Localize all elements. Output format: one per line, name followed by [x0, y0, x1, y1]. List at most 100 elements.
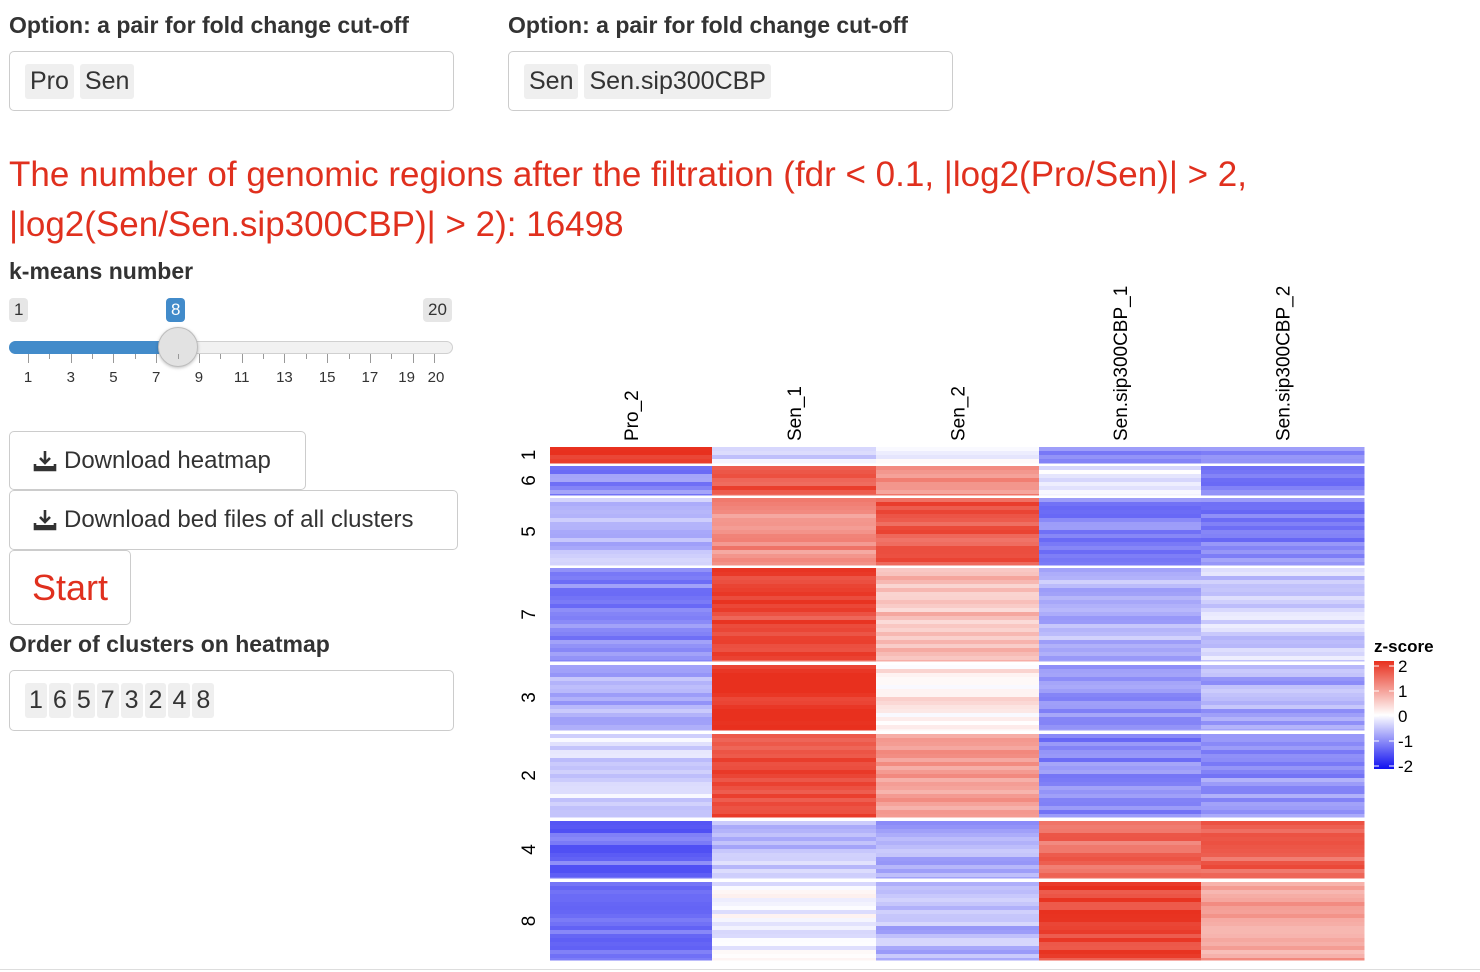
- chip-sen-sip300cbp[interactable]: Sen.sip300CBP: [584, 63, 771, 99]
- heatmap-cell: [550, 486, 713, 491]
- heatmap-cell: [1201, 689, 1365, 694]
- heatmap-cell: [1039, 794, 1202, 799]
- download-heatmap-button[interactable]: Download heatmap: [9, 431, 306, 490]
- heatmap-cell: [550, 644, 713, 649]
- heatmap-cell: [1201, 490, 1365, 495]
- download-bed-button[interactable]: Download bed files of all clusters: [9, 490, 458, 550]
- heatmap-cell: [1039, 580, 1202, 585]
- heatmap-cell: [876, 709, 1040, 714]
- heatmap-cell: [712, 894, 877, 899]
- heatmap-cell: [1201, 538, 1365, 543]
- heatmap-cell: [550, 652, 713, 657]
- heatmap-cell: [1039, 877, 1202, 879]
- heatmap-cell: [1039, 814, 1202, 818]
- heatmap-cell: [712, 958, 877, 961]
- heatmap-cell: [550, 550, 713, 555]
- heatmap-cell: [1039, 729, 1202, 731]
- download-bed-label: Download bed files of all clusters: [64, 506, 414, 533]
- heatmap-cell: [550, 806, 713, 811]
- heatmap-cell: [1039, 447, 1202, 452]
- slider-tick-label: 7: [152, 369, 161, 386]
- heatmap-cell: [1039, 522, 1202, 527]
- heatmap-cell: [550, 766, 713, 771]
- heatmap-cell: [876, 600, 1040, 605]
- heatmap-cell: [1039, 562, 1202, 566]
- heatmap-cell: [550, 689, 713, 694]
- heatmap-cell: [1039, 762, 1202, 767]
- heatmap-cell: [712, 447, 877, 452]
- order-chip[interactable]: 6: [48, 683, 71, 718]
- heatmap-cell: [1039, 934, 1202, 939]
- chip-sen[interactable]: Sen: [524, 63, 579, 99]
- heatmap-cell: [550, 604, 713, 609]
- heatmap-cell: [550, 721, 713, 726]
- heatmap-cell: [1039, 806, 1202, 811]
- heatmap-cell: [712, 954, 877, 959]
- download-heatmap-label: Download heatmap: [64, 446, 271, 474]
- heatmap-cell: [712, 758, 877, 763]
- heatmap-cell: [1039, 474, 1202, 479]
- heatmap-cell: [550, 902, 713, 907]
- heatmap-cell: [876, 584, 1040, 589]
- heatmap-cell: [550, 677, 713, 682]
- heatmap-cell: [876, 632, 1040, 637]
- slider-handle[interactable]: [158, 327, 198, 367]
- heatmap-cell: [876, 534, 1040, 539]
- heatmap-cell: [1039, 636, 1202, 641]
- heatmap-cell: [1201, 802, 1365, 807]
- slider-tick: [28, 354, 29, 363]
- heatmap-cell: [1039, 620, 1202, 625]
- heatmap-cell: [1039, 568, 1202, 573]
- heatmap-cell: [876, 697, 1040, 702]
- chip-sen[interactable]: Sen: [79, 63, 135, 99]
- order-chip[interactable]: 4: [168, 683, 191, 718]
- heatmap-cell: [1201, 845, 1365, 850]
- kmeans-slider[interactable]: 1 20 8 1 3 5 7 9 11 13 15 17 19 20: [0, 290, 470, 400]
- heatmap-cell: [876, 616, 1040, 621]
- heatmap-cell: [876, 640, 1040, 645]
- heatmap-cell: [876, 738, 1040, 743]
- heatmap-cell: [1039, 466, 1202, 471]
- kmeans-label: k-means number: [9, 258, 194, 284]
- cluster-label: 3: [519, 692, 540, 703]
- heatmap-cell: [712, 660, 877, 662]
- heatmap-cell: [550, 946, 713, 951]
- heatmap-cell: [550, 459, 713, 464]
- heatmap-cell: [1039, 738, 1202, 743]
- order-chip[interactable]: 5: [72, 683, 95, 718]
- order-chip[interactable]: 8: [192, 683, 215, 718]
- heatmap-cell: [876, 894, 1040, 899]
- start-label: Start: [32, 566, 109, 608]
- slider-fill: [9, 341, 179, 354]
- order-chip[interactable]: 1: [25, 683, 47, 718]
- order-chip[interactable]: 7: [96, 683, 119, 718]
- heatmap-cell: [712, 506, 877, 511]
- heatmap-cell: [876, 572, 1040, 577]
- heatmap-cell: [712, 530, 877, 535]
- heatmap-cell: [712, 498, 877, 503]
- slider-value-badge: 8: [166, 298, 186, 322]
- heatmap-cell: [876, 522, 1040, 527]
- heatmap-cell: [1201, 754, 1365, 759]
- option2-select[interactable]: Sen Sen.sip300CBP: [508, 51, 953, 111]
- slider-tick-label: 11: [233, 369, 250, 386]
- heatmap-cell: [1201, 669, 1365, 674]
- heatmap-cell: [876, 890, 1040, 895]
- order-select[interactable]: 1 6 5 7 3 2 4 8: [9, 670, 454, 731]
- start-button[interactable]: Start: [9, 550, 131, 625]
- chip-pro[interactable]: Pro: [25, 63, 74, 99]
- heatmap-cell: [1201, 677, 1365, 682]
- heatmap-cell: [876, 814, 1040, 818]
- heatmap-cell: [712, 592, 877, 597]
- heatmap-cell: [1201, 882, 1365, 887]
- heatmap-cell: [712, 486, 877, 491]
- download-icon: [33, 510, 57, 531]
- slider-max-badge: 20: [423, 298, 452, 322]
- heatmap-cell: [712, 478, 877, 483]
- order-chip[interactable]: 3: [120, 683, 143, 718]
- heatmap-cell: [550, 729, 713, 731]
- heatmap-cell: [876, 701, 1040, 706]
- option1-select[interactable]: Pro Sen: [9, 51, 454, 111]
- order-chip[interactable]: 2: [144, 683, 167, 718]
- heatmap-cell: [550, 734, 713, 739]
